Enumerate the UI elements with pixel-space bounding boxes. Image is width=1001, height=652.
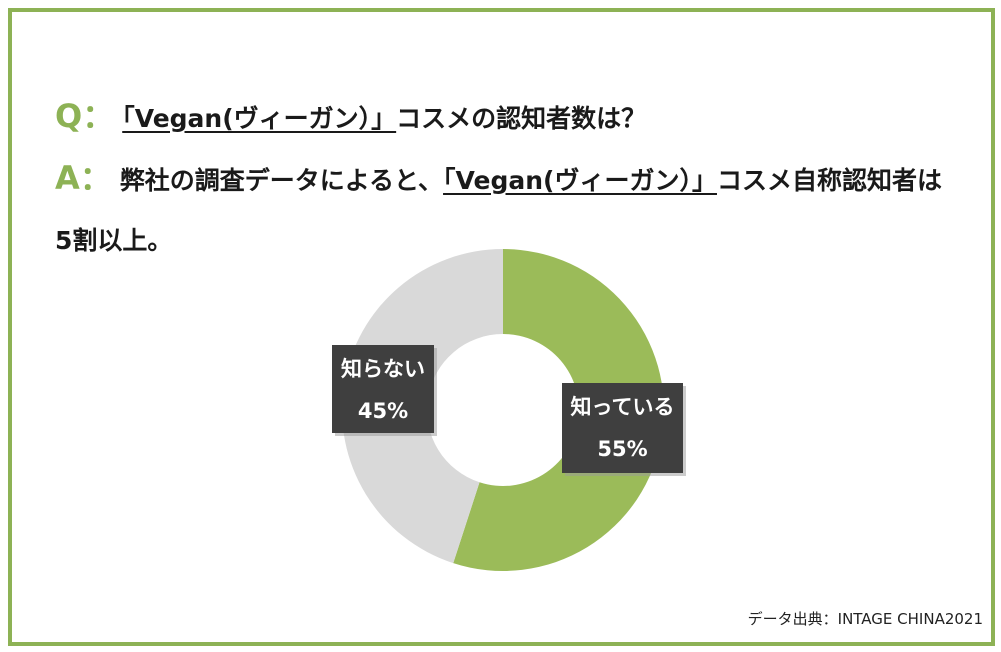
value-label: 55% bbox=[597, 437, 647, 461]
value-label: 45% bbox=[358, 399, 408, 423]
category-label: 知っている bbox=[571, 395, 675, 419]
question: Q： 「Vegan(ヴィーガン）」コスメの認知者数は？ bbox=[55, 86, 955, 149]
donut-slice bbox=[453, 249, 664, 571]
answer-text: コスメ自称認知者は5割以上。 bbox=[55, 166, 942, 255]
question-text: 「Vegan(ヴィーガン）」 bbox=[122, 104, 397, 133]
a-label: A： bbox=[55, 159, 112, 197]
answer-text: 「Vegan(ヴィーガン）」 bbox=[443, 166, 717, 195]
source: データ出典：INTAGE CHINA2021 bbox=[747, 610, 983, 628]
frame bbox=[8, 8, 995, 646]
label-box bbox=[332, 345, 434, 433]
answer: A： 弊社の調査データによると、「Vegan(ヴィーガン）」コスメ自称認知者は5割… bbox=[55, 148, 955, 271]
q-label: Q： bbox=[55, 97, 115, 135]
label-box bbox=[562, 383, 683, 473]
answer-text: 弊社の調査データによると、 bbox=[119, 166, 444, 195]
category-label: 知らない bbox=[341, 357, 425, 381]
question-text: コスメの認知者数は？ bbox=[396, 104, 647, 133]
